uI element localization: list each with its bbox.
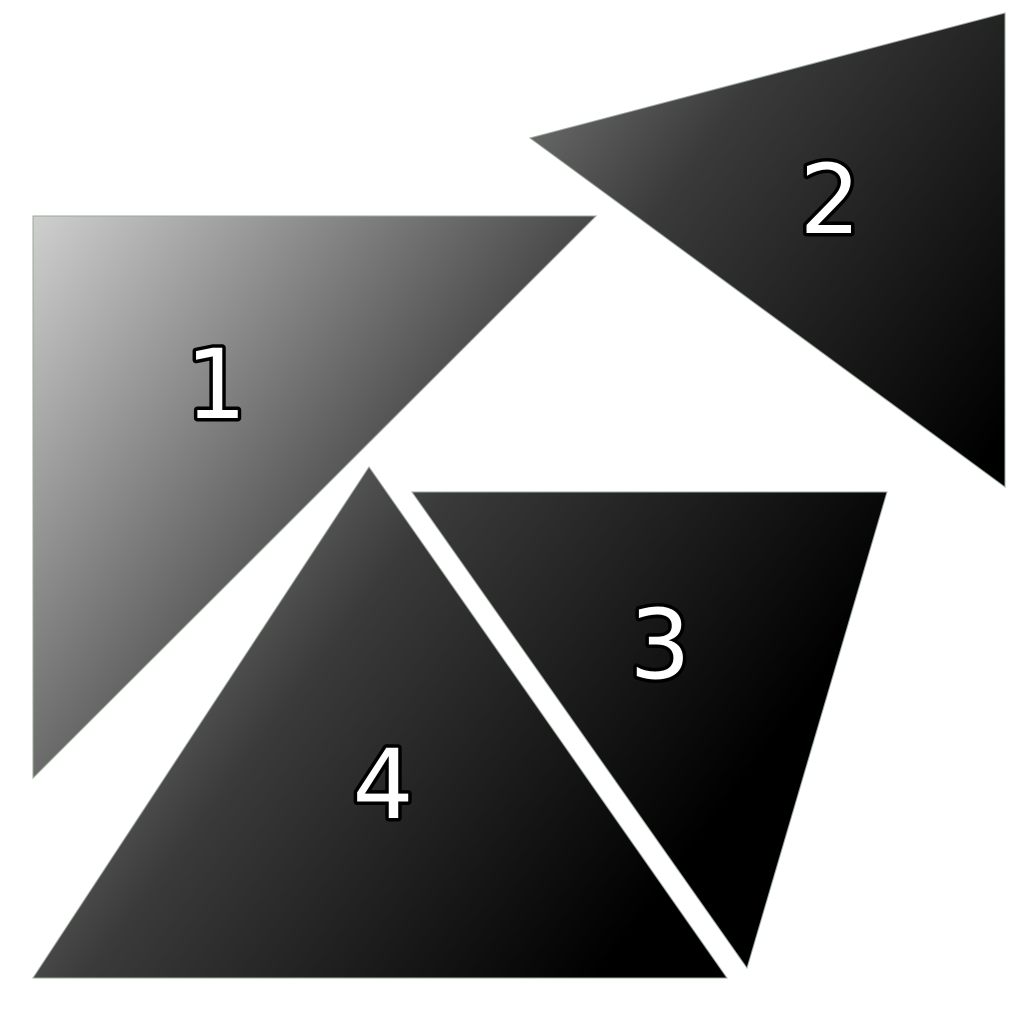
piece-2-shape[interactable] (528, 12, 1006, 488)
piece-4-label: 4 (352, 729, 413, 841)
piece-1-label: 1 (185, 329, 246, 441)
piece-2-label: 2 (799, 144, 860, 256)
piece-2[interactable]: 2 (528, 12, 1006, 488)
piece-4[interactable]: 4 (32, 466, 728, 979)
piece-1[interactable]: 1 (32, 215, 598, 780)
piece-3-label: 3 (629, 589, 690, 701)
piece-1-shape[interactable] (32, 215, 598, 780)
piece-4-shape[interactable] (32, 466, 728, 979)
piece-3-shape[interactable] (411, 491, 888, 970)
piece-3[interactable]: 3 (411, 491, 888, 970)
